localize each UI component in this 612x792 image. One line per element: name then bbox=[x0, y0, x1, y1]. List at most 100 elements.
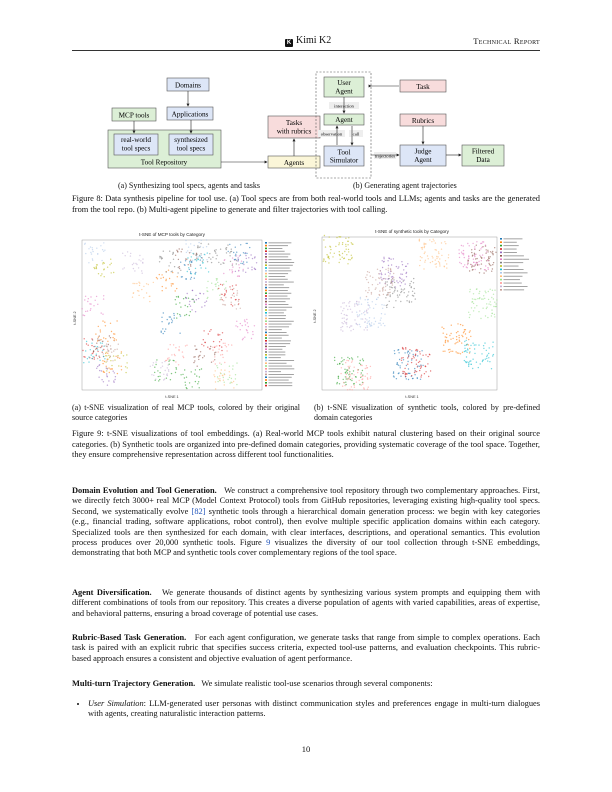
scatter-point bbox=[477, 366, 479, 369]
scatter-point bbox=[245, 254, 247, 257]
scatter-point bbox=[492, 341, 494, 343]
legend-swatch bbox=[265, 286, 267, 289]
scatter-point bbox=[135, 262, 137, 265]
scatter-point bbox=[487, 260, 489, 262]
scatter-point bbox=[168, 277, 171, 280]
scatter-point bbox=[400, 290, 403, 293]
scatter-point bbox=[213, 249, 216, 252]
scatter-point bbox=[94, 267, 96, 270]
scatter-point bbox=[408, 301, 411, 304]
scatter-point bbox=[201, 343, 203, 346]
scatter-point bbox=[462, 332, 465, 334]
scatter-point bbox=[437, 260, 440, 263]
scatter-point bbox=[401, 346, 404, 349]
scatter-point bbox=[141, 270, 143, 272]
scatter-point bbox=[347, 360, 350, 362]
scatter-point bbox=[166, 367, 168, 369]
scatter-point bbox=[467, 344, 469, 346]
legend-swatch bbox=[500, 255, 502, 257]
scatter-point bbox=[359, 298, 362, 300]
scatter-point bbox=[382, 261, 385, 263]
scatter-point bbox=[408, 291, 410, 293]
filtered-data-line1: Filtered bbox=[472, 148, 495, 156]
scatter-point bbox=[447, 254, 450, 256]
scatter-point bbox=[168, 316, 170, 318]
scatter-point bbox=[132, 267, 135, 270]
scatter-point bbox=[212, 289, 214, 291]
legend-entry bbox=[268, 248, 283, 249]
scatter-point bbox=[221, 374, 224, 376]
scatter-point bbox=[366, 319, 368, 321]
scatter-point bbox=[439, 258, 441, 260]
scatter-point bbox=[397, 349, 400, 351]
scatter-point bbox=[222, 376, 224, 379]
scatter-point bbox=[324, 246, 327, 248]
scatter-point bbox=[483, 257, 485, 259]
scatter-point bbox=[235, 325, 237, 327]
scatter-point bbox=[348, 302, 350, 304]
scatter-point bbox=[441, 326, 443, 328]
scatter-point bbox=[219, 294, 221, 296]
scatter-point bbox=[221, 346, 223, 348]
scatter-point bbox=[402, 280, 404, 282]
scatter-point bbox=[378, 293, 380, 296]
scatter-point bbox=[461, 334, 463, 337]
scatter-point bbox=[190, 276, 193, 279]
scatter-point bbox=[91, 247, 93, 249]
scatter-point bbox=[468, 352, 471, 354]
scatter-point bbox=[243, 263, 245, 266]
scatter-point bbox=[220, 298, 222, 300]
scatter-point bbox=[347, 263, 349, 265]
scatter-point bbox=[348, 326, 351, 329]
scatter-point bbox=[472, 242, 474, 245]
scatter-point bbox=[196, 375, 198, 377]
scatter-point bbox=[92, 355, 94, 358]
scatter-point bbox=[463, 329, 466, 331]
scatter-point bbox=[349, 325, 352, 327]
scatter-point bbox=[388, 292, 390, 294]
scatter-point bbox=[190, 249, 192, 252]
scatter-point bbox=[352, 328, 355, 331]
user-agent-line1: User bbox=[337, 79, 351, 87]
citation-link[interactable]: [82] bbox=[191, 506, 206, 516]
scatter-point bbox=[222, 356, 224, 359]
scatter-point bbox=[461, 351, 464, 353]
scatter-point bbox=[466, 348, 469, 350]
scatter-point bbox=[113, 372, 115, 374]
scatter-point bbox=[479, 290, 481, 293]
figure-link[interactable]: 9 bbox=[266, 538, 271, 548]
legend-swatch bbox=[265, 250, 267, 252]
scatter-point bbox=[198, 241, 200, 244]
scatter-point bbox=[174, 290, 176, 292]
scatter-point bbox=[419, 256, 422, 258]
scatter-point bbox=[100, 339, 102, 341]
scatter-point bbox=[411, 357, 413, 360]
scatter-point bbox=[114, 378, 116, 381]
scatter-point bbox=[189, 259, 192, 261]
scatter-point bbox=[419, 369, 421, 372]
legend-entry bbox=[268, 270, 292, 272]
scatter-point bbox=[101, 259, 103, 262]
legend-entry bbox=[268, 267, 290, 269]
scatter-point bbox=[379, 322, 381, 324]
scatter-point bbox=[478, 260, 480, 263]
scatter-point bbox=[184, 381, 186, 383]
scatter-point bbox=[369, 275, 371, 277]
scatter-point bbox=[102, 360, 104, 362]
scatter-point bbox=[110, 330, 113, 333]
scatter-point bbox=[131, 296, 134, 298]
scatter-point bbox=[431, 255, 433, 258]
scatter-point bbox=[82, 314, 84, 316]
scatter-point bbox=[345, 372, 347, 374]
scatter-point bbox=[391, 284, 394, 286]
scatter-point bbox=[238, 269, 240, 272]
legend-entry bbox=[268, 304, 289, 305]
scatter-point bbox=[468, 338, 470, 341]
paragraph-heading: Multi-turn Trajectory Generation. bbox=[72, 679, 196, 688]
scatter-point bbox=[350, 386, 353, 388]
scatter-point bbox=[158, 380, 160, 382]
scatter-point bbox=[225, 289, 227, 292]
scatter-point bbox=[377, 326, 379, 328]
scatter-point bbox=[201, 257, 203, 259]
scatter-point bbox=[342, 302, 344, 304]
